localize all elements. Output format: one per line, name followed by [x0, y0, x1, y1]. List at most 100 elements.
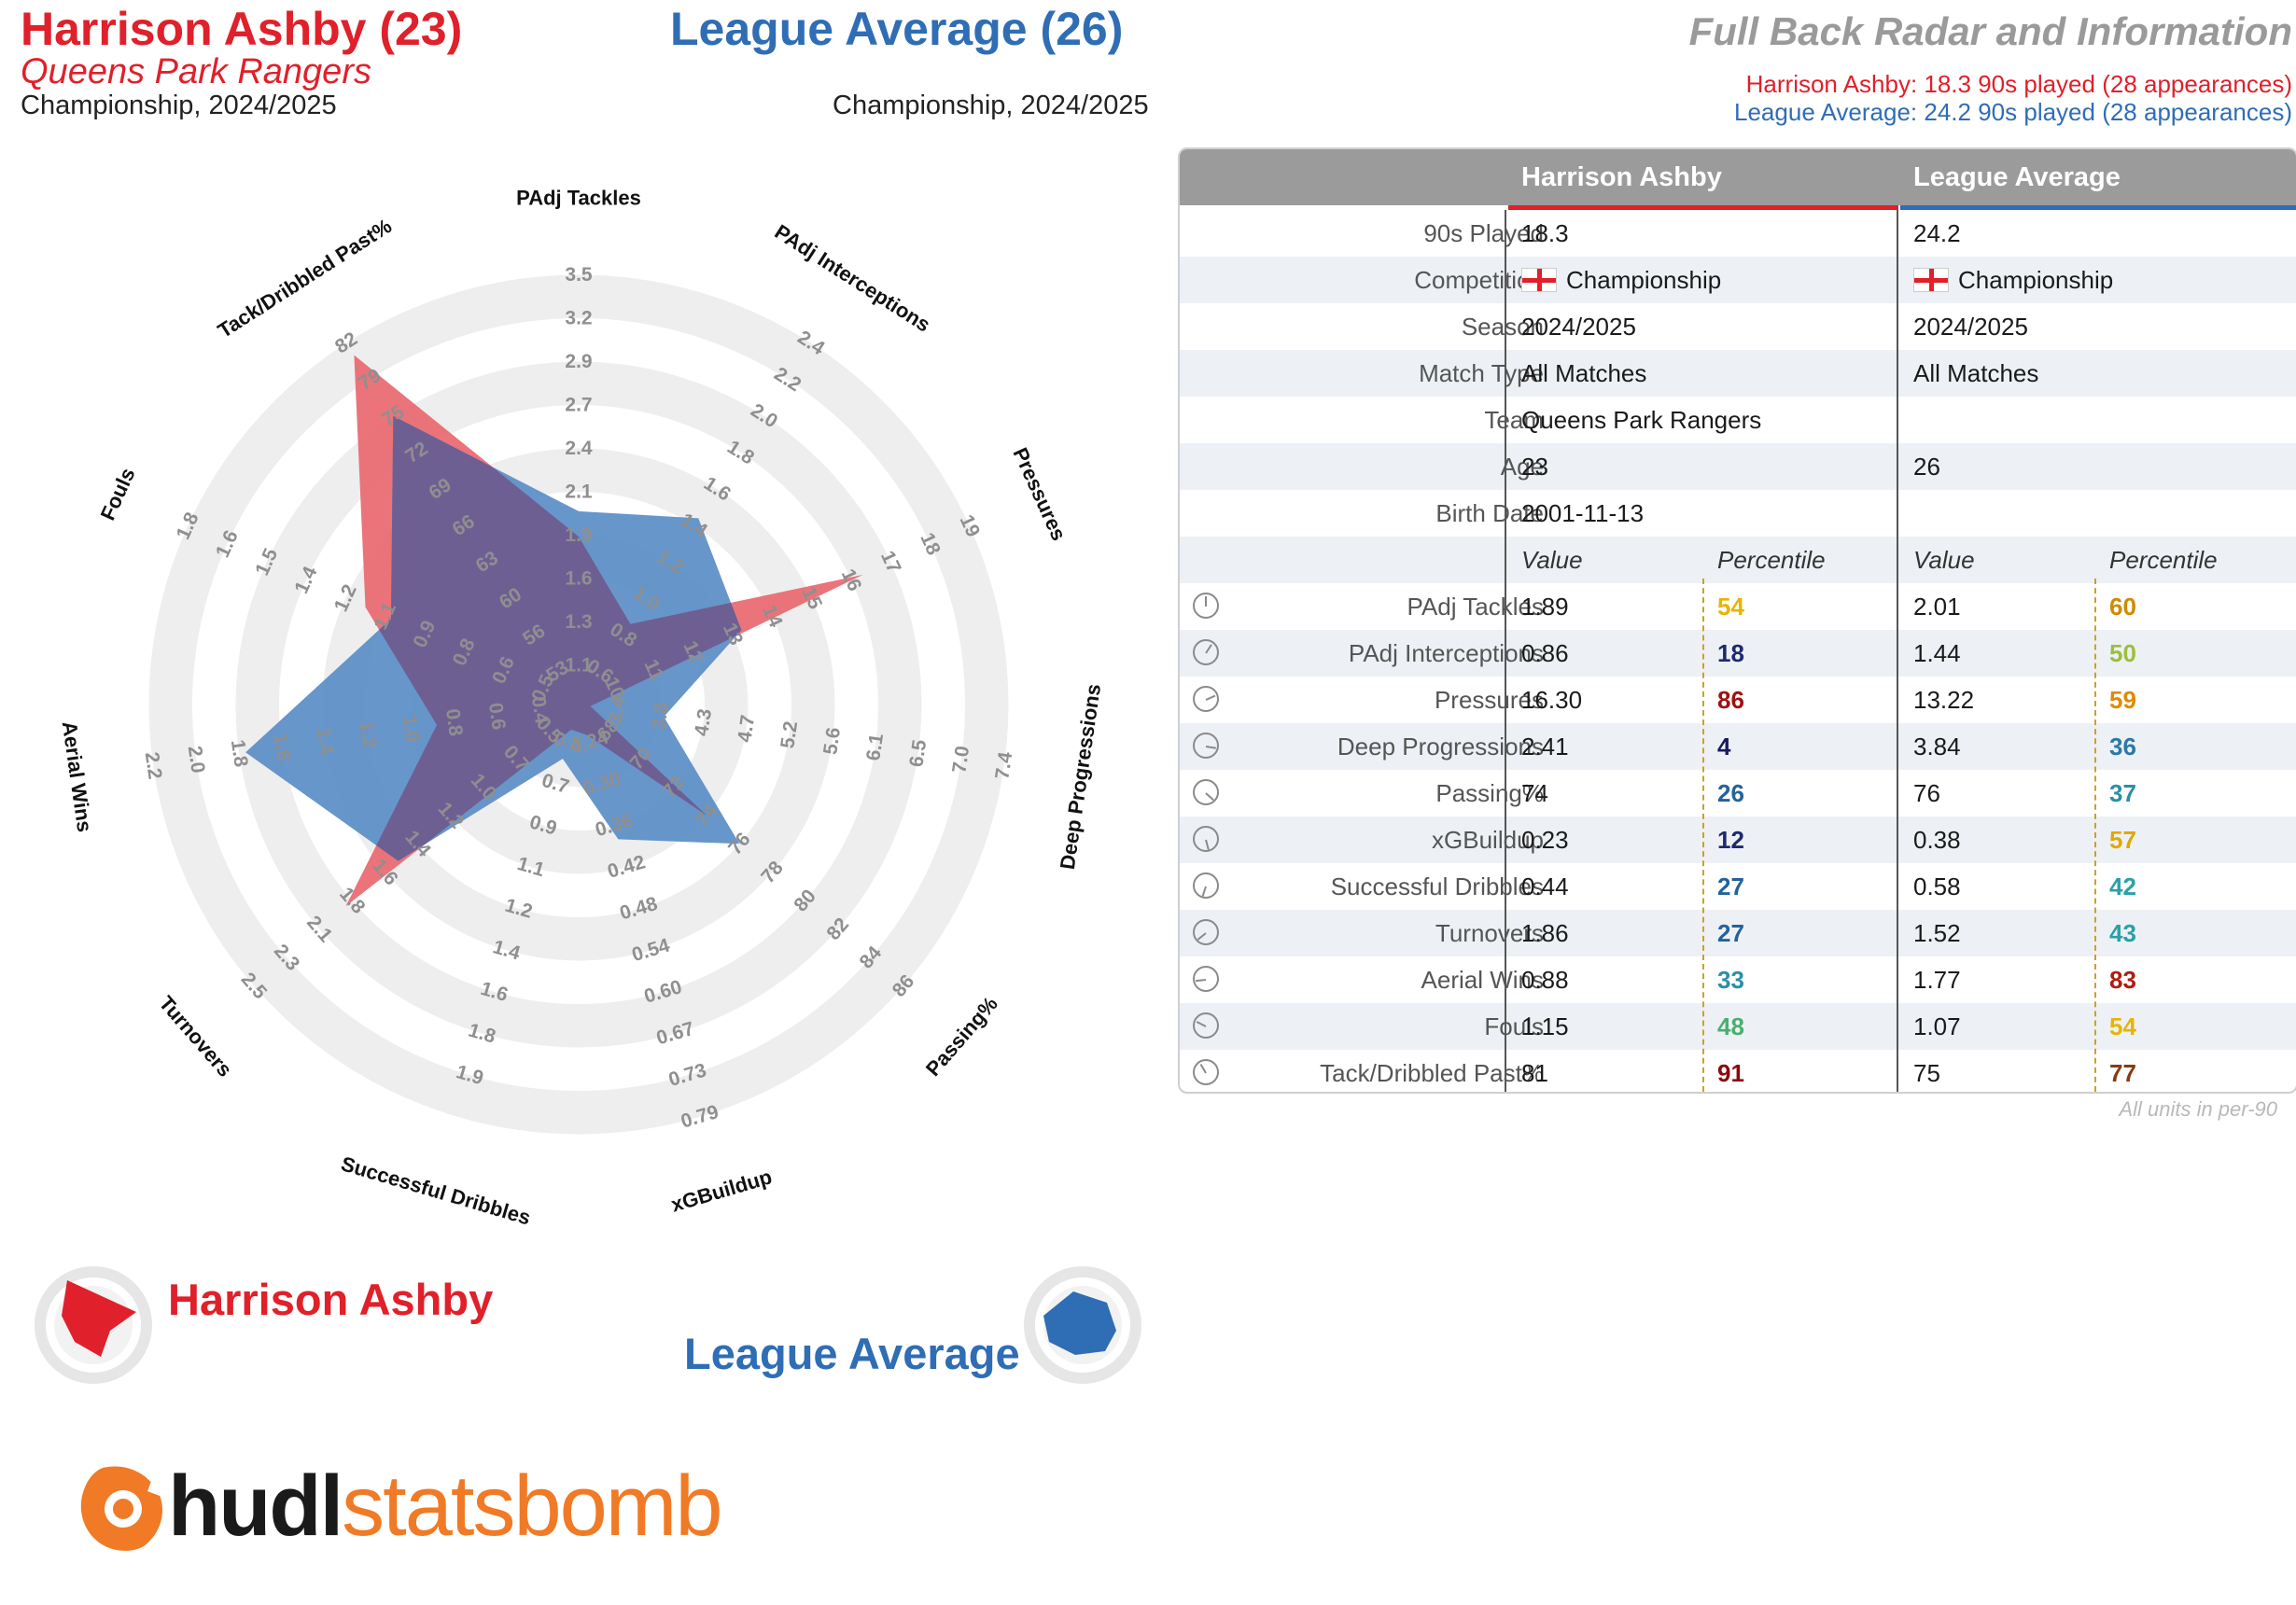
table-row: Match Type All Matches All Matches — [1180, 350, 2296, 397]
league-stat-value: 76 — [1913, 779, 1940, 807]
league-stat-percentile: 42 — [2109, 872, 2136, 900]
stat-label: Fouls — [1484, 1012, 1544, 1040]
player-stat-value: 1.15 — [1521, 1012, 1569, 1040]
player-competition: Championship, 2024/2025 — [21, 91, 337, 120]
league-stat-percentile: 43 — [2109, 919, 2136, 947]
league-stat-value: 1.77 — [1913, 966, 1961, 994]
brand-wordmark-statsbomb: statsbomb — [342, 1458, 722, 1554]
player-value: All Matches — [1521, 359, 1646, 388]
league-value: All Matches — [1913, 359, 2038, 388]
player-value-header: Value — [1521, 546, 1583, 574]
league-value-text: All Matches — [1913, 359, 2039, 387]
legend-league-label: League Average — [684, 1329, 1020, 1378]
league-stat-percentile: 37 — [2109, 779, 2136, 807]
league-stat-percentile: 36 — [2109, 733, 2136, 761]
stat-label: Successful Dribbles — [1330, 872, 1544, 900]
row-label: Birth Date — [1435, 499, 1544, 527]
league-legend-icon — [1024, 1266, 1141, 1384]
stat-row: Aerial Wins 0.88 33 1.77 83 — [1180, 956, 2296, 1003]
stat-dial-icon — [1193, 686, 1219, 712]
league-value-text: Championship — [1958, 266, 2114, 294]
row-label: Age — [1500, 453, 1544, 481]
stat-label: Pressures — [1434, 686, 1544, 714]
league-value-header: Value — [1913, 546, 1975, 574]
stat-label: PAdj Tackles — [1407, 593, 1544, 621]
table-row: Competition Championship Championship — [1180, 257, 2296, 303]
radar-tick-label: 1.3 — [565, 611, 592, 633]
player-stat-percentile: 18 — [1717, 639, 1744, 667]
radar-tick-label: 2.4 — [565, 438, 593, 459]
units-footnote: All units in per-90 — [2119, 1097, 2277, 1121]
league-stat-percentile: 50 — [2109, 639, 2136, 667]
player-stat-value: 0.86 — [1521, 639, 1569, 667]
divider-player-percentile — [1702, 579, 1704, 1092]
row-label: 90s Played — [1423, 219, 1544, 247]
player-minutes-note: Harrison Ashby: 18.3 90s played (28 appe… — [1745, 70, 2292, 98]
stat-dial-icon — [1193, 1012, 1219, 1039]
radar-tick-label: 1.6 — [565, 568, 592, 590]
divider-player — [1505, 210, 1506, 1092]
league-value: 24.2 — [1913, 219, 1961, 248]
player-team: Queens Park Rangers — [21, 52, 371, 91]
table-row: Age 23 26 — [1180, 443, 2296, 490]
radar-tick-label: 7.4 — [991, 750, 1016, 780]
league-stat-percentile: 54 — [2109, 1012, 2136, 1040]
radar-tick-label: 3.2 — [565, 308, 592, 329]
league-stat-value: 1.44 — [1913, 639, 1961, 667]
player-stat-value: 1.86 — [1521, 919, 1569, 947]
player-stat-value: 2.41 — [1521, 733, 1569, 761]
stat-dial-icon — [1193, 966, 1219, 992]
league-stat-value: 1.07 — [1913, 1012, 1961, 1040]
radar-tick-label: 0.8 — [441, 707, 467, 737]
player-value: 18.3 — [1521, 219, 1569, 248]
radar-tick-label: 4.3 — [691, 707, 716, 737]
radar-axis-label: Aerial Wins — [58, 719, 97, 833]
player-stat-value: 16.30 — [1521, 686, 1583, 714]
table-row: Team Queens Park Rangers — [1180, 397, 2296, 443]
player-underline — [1508, 205, 1898, 210]
radar-chart: 1.1 1.3 1.6 1.9 2.1 2.4 2.7 2.9 3.2 3.5 PAdj Tackl… — [58, 187, 1106, 1230]
stat-label: PAdj Interceptions — [1348, 639, 1544, 667]
stat-dial-icon — [1193, 826, 1219, 852]
player-stat-percentile: 54 — [1717, 593, 1744, 621]
player-value-text: 2001-11-13 — [1521, 499, 1645, 527]
radar-ring — [235, 361, 922, 1048]
radar-tick-label: 7.0 — [948, 745, 973, 775]
player-value-text: All Matches — [1521, 359, 1647, 387]
league-stat-percentile: 77 — [2109, 1059, 2136, 1087]
league-competition: Championship, 2024/2025 — [833, 91, 1149, 120]
radar-tick-label: 1.1 — [565, 655, 593, 677]
player-stat-percentile: 27 — [1717, 919, 1744, 947]
stat-dial-icon — [1193, 779, 1219, 805]
league-stat-percentile: 57 — [2109, 826, 2136, 854]
player-stat-percentile: 33 — [1717, 966, 1744, 994]
radar-ring — [148, 274, 1009, 1135]
league-minutes-note: League Average: 24.2 90s played (28 appe… — [1734, 98, 2292, 126]
radar-tick-label: 2.7 — [565, 395, 592, 416]
league-value-text: 26 — [1913, 453, 1940, 481]
league-stat-percentile: 60 — [2109, 593, 2136, 621]
radar-ring — [192, 318, 965, 1091]
player-stat-value: 0.88 — [1521, 966, 1569, 994]
stat-row: PAdj Tackles 1.89 54 2.01 60 — [1180, 583, 2296, 630]
stat-row: Deep Progressions 2.41 4 3.84 36 — [1180, 723, 2296, 770]
player-percentile-header: Percentile — [1717, 546, 1826, 574]
radar-tick-label: 6.5 — [905, 738, 931, 768]
stat-dial-icon — [1193, 919, 1219, 945]
player-stat-percentile: 4 — [1717, 733, 1731, 761]
table-row: Birth Date 2001-11-13 — [1180, 490, 2296, 537]
stat-label: Passing% — [1435, 779, 1544, 807]
stat-label: Aerial Wins — [1421, 966, 1544, 994]
league-underline — [1900, 205, 2296, 210]
radar-tick-label: 1.2 — [356, 719, 381, 749]
table-subheader: Value Percentile Value Percentile — [1180, 537, 2296, 583]
radar-tick-label: 1.6 — [270, 733, 295, 762]
player-stat-percentile: 48 — [1717, 1012, 1744, 1040]
league-stat-value: 3.84 — [1913, 733, 1961, 761]
row-label: Season — [1461, 313, 1544, 341]
player-value-text: Queens Park Rangers — [1521, 406, 1762, 434]
player-value: 23 — [1521, 453, 1548, 482]
league-value: 26 — [1913, 453, 1940, 482]
england-flag-icon — [1521, 268, 1557, 292]
radar-tick-label: 4.7 — [734, 714, 759, 744]
